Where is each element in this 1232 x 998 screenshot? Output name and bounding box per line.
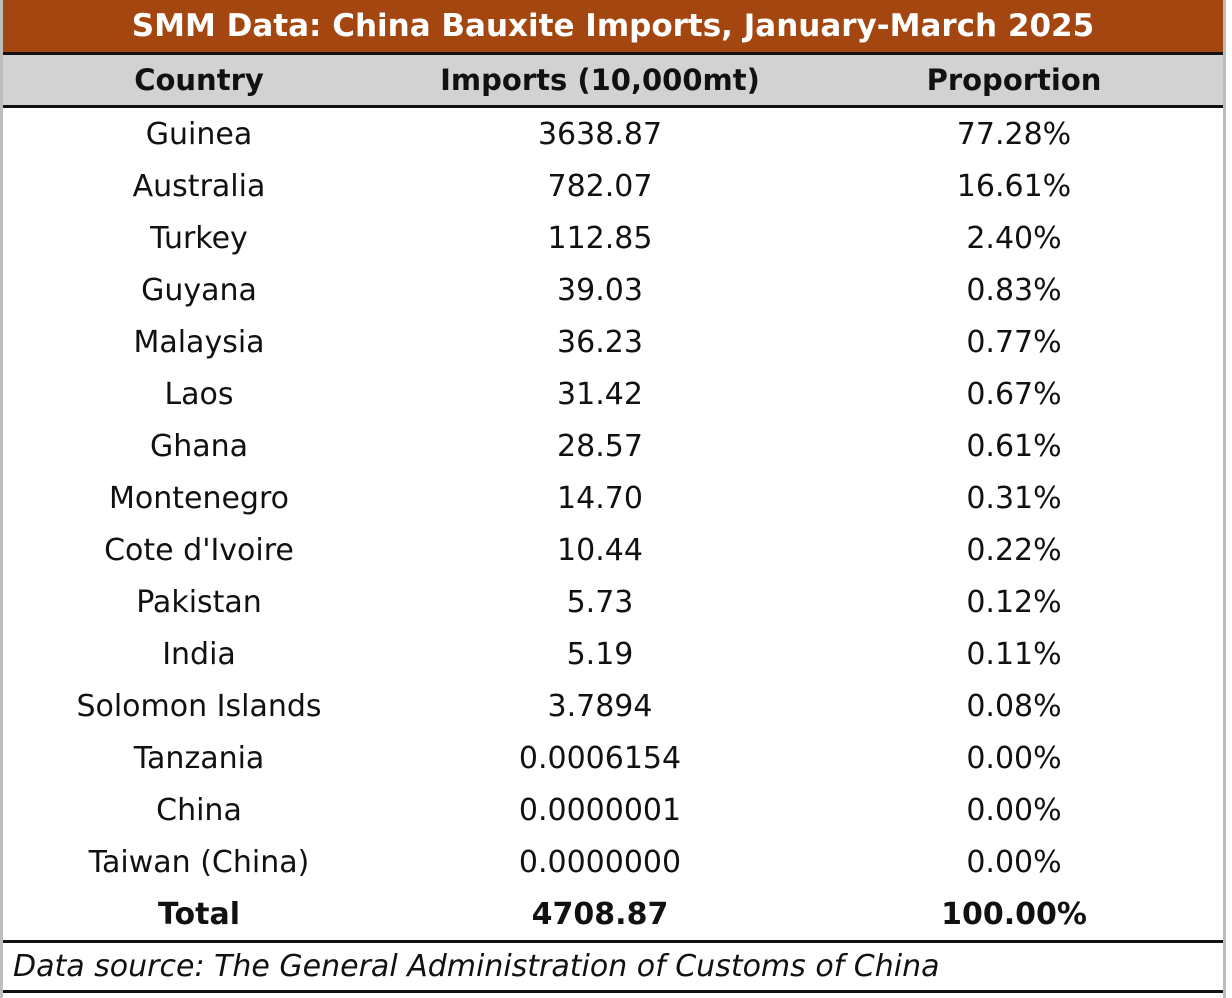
country-cell: Australia bbox=[132, 168, 266, 204]
data-source-note: Data source: The General Administration … bbox=[3, 943, 1223, 993]
proportion-cell: 0.12% bbox=[966, 584, 1062, 620]
table-row: Pakistan 5.73 0.12% bbox=[3, 576, 1223, 628]
country-cell: Laos bbox=[164, 376, 234, 412]
proportion-cell: 77.28% bbox=[956, 116, 1072, 152]
header-imports: Imports (10,000mt) bbox=[440, 63, 760, 97]
header-row: Country Imports (10,000mt) Proportion bbox=[3, 55, 1223, 108]
total-label: Total bbox=[158, 896, 240, 932]
imports-cell: 0.0000001 bbox=[518, 792, 682, 828]
country-cell: Ghana bbox=[149, 428, 249, 464]
total-imports: 4708.87 bbox=[531, 896, 669, 932]
imports-cell: 782.07 bbox=[547, 168, 653, 204]
table-title: SMM Data: China Bauxite Imports, January… bbox=[3, 0, 1223, 55]
country-cell: India bbox=[162, 636, 236, 672]
country-cell: Guyana bbox=[141, 272, 257, 308]
proportion-cell: 16.61% bbox=[956, 168, 1072, 204]
table-row: Laos 31.42 0.67% bbox=[3, 368, 1223, 420]
proportion-cell: 0.31% bbox=[966, 480, 1062, 516]
imports-cell: 36.23 bbox=[557, 324, 643, 360]
table-row: Taiwan (China) 0.0000000 0.00% bbox=[3, 836, 1223, 888]
table-row: Malaysia 36.23 0.77% bbox=[3, 316, 1223, 368]
imports-cell: 5.19 bbox=[566, 636, 634, 672]
country-cell: China bbox=[156, 792, 242, 828]
imports-cell: 31.42 bbox=[557, 376, 643, 412]
table-row: Guyana 39.03 0.83% bbox=[3, 264, 1223, 316]
country-cell: Montenegro bbox=[108, 480, 289, 516]
imports-cell: 10.44 bbox=[557, 532, 643, 568]
proportion-cell: 0.11% bbox=[966, 636, 1062, 672]
imports-cell: 39.03 bbox=[557, 272, 643, 308]
table-row: China 0.0000001 0.00% bbox=[3, 784, 1223, 836]
imports-cell: 112.85 bbox=[547, 220, 653, 256]
header-country: Country bbox=[134, 63, 264, 97]
proportion-cell: 0.08% bbox=[966, 688, 1062, 724]
imports-cell: 5.73 bbox=[566, 584, 634, 620]
proportion-cell: 0.00% bbox=[966, 740, 1062, 776]
table-row: Cote d'Ivoire 10.44 0.22% bbox=[3, 524, 1223, 576]
country-cell: Pakistan bbox=[136, 584, 262, 620]
country-cell: Malaysia bbox=[133, 324, 265, 360]
header-proportion: Proportion bbox=[926, 63, 1102, 97]
table-row: Montenegro 14.70 0.31% bbox=[3, 472, 1223, 524]
proportion-cell: 0.67% bbox=[966, 376, 1062, 412]
imports-cell: 14.70 bbox=[557, 480, 643, 516]
table-row: Turkey 112.85 2.40% bbox=[3, 212, 1223, 264]
country-cell: Guinea bbox=[145, 116, 253, 152]
country-cell: Taiwan (China) bbox=[88, 844, 310, 880]
total-row: Total 4708.87 100.00% bbox=[3, 888, 1223, 943]
imports-cell: 3638.87 bbox=[537, 116, 663, 152]
country-cell: Cote d'Ivoire bbox=[104, 532, 294, 568]
table-row: Tanzania 0.0006154 0.00% bbox=[3, 732, 1223, 784]
table-row: Australia 782.07 16.61% bbox=[3, 160, 1223, 212]
proportion-cell: 0.00% bbox=[966, 844, 1062, 880]
table-row: Guinea 3638.87 77.28% bbox=[3, 108, 1223, 160]
proportion-cell: 0.22% bbox=[966, 532, 1062, 568]
total-proportion: 100.00% bbox=[941, 896, 1087, 932]
table-row: India 5.19 0.11% bbox=[3, 628, 1223, 680]
imports-cell: 3.7894 bbox=[547, 688, 653, 724]
proportion-cell: 0.83% bbox=[966, 272, 1062, 308]
country-cell: Tanzania bbox=[133, 740, 265, 776]
imports-cell: 0.0006154 bbox=[518, 740, 682, 776]
country-cell: Turkey bbox=[150, 220, 248, 256]
imports-cell: 0.0000000 bbox=[518, 844, 682, 880]
imports-cell: 28.57 bbox=[557, 428, 643, 464]
proportion-cell: 0.61% bbox=[966, 428, 1062, 464]
proportion-cell: 0.77% bbox=[966, 324, 1062, 360]
proportion-cell: 2.40% bbox=[966, 220, 1062, 256]
table-row: Solomon Islands 3.7894 0.08% bbox=[3, 680, 1223, 732]
table-row: Ghana 28.57 0.61% bbox=[3, 420, 1223, 472]
proportion-cell: 0.00% bbox=[966, 792, 1062, 828]
table-body: Guinea 3638.87 77.28% Australia 782.07 16.61%… bbox=[3, 108, 1223, 888]
country-cell: Solomon Islands bbox=[76, 688, 322, 724]
